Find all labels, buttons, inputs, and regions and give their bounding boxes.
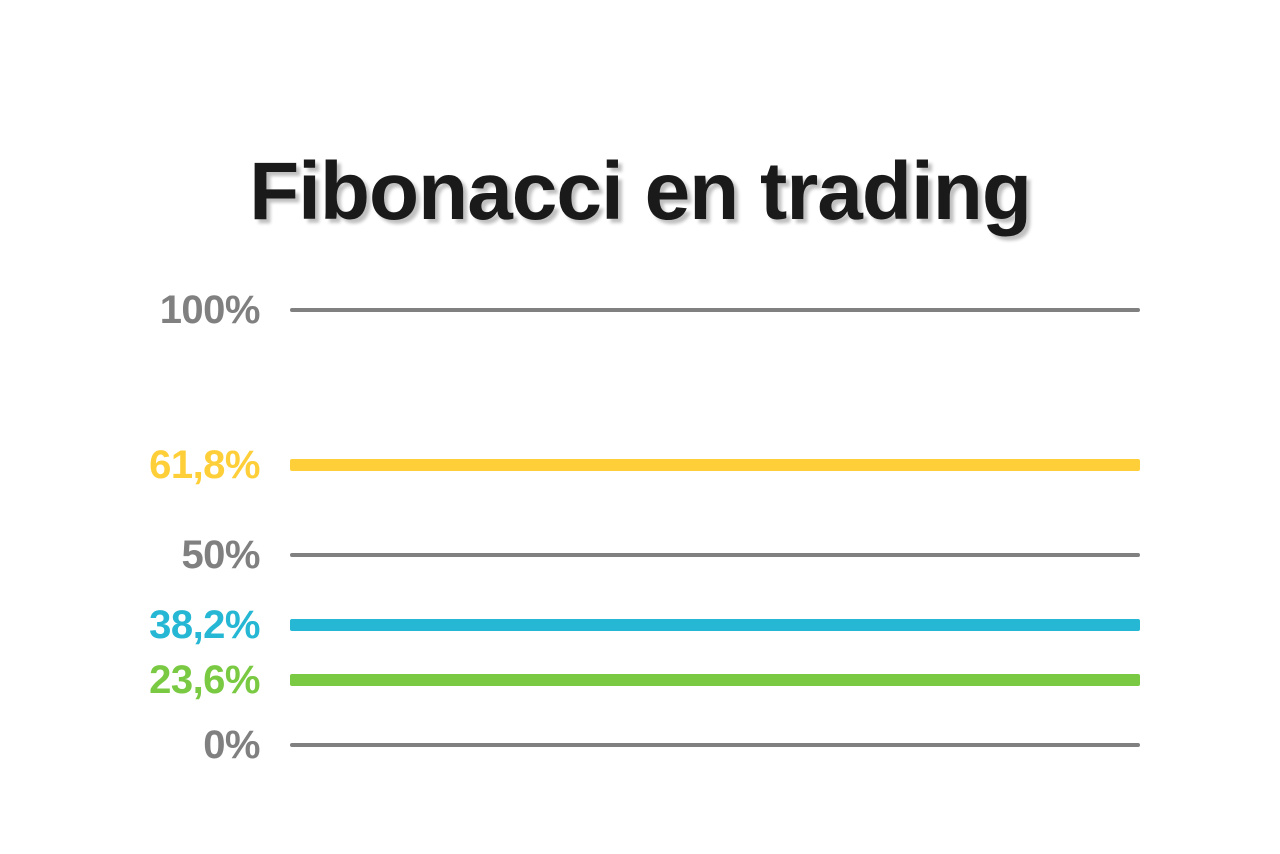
level-label-50: 50% [181,533,260,578]
level-label-382: 38,2% [149,603,260,648]
level-line-618 [290,459,1140,471]
level-label-0: 0% [203,723,260,768]
level-line-0 [290,743,1140,747]
chart-title: Fibonacci en trading [249,145,1031,239]
level-label-618: 61,8% [149,443,260,488]
level-label-236: 23,6% [149,658,260,703]
level-line-382 [290,619,1140,631]
level-line-236 [290,674,1140,686]
level-line-100 [290,308,1140,312]
level-line-50 [290,553,1140,557]
level-label-100: 100% [160,288,260,333]
